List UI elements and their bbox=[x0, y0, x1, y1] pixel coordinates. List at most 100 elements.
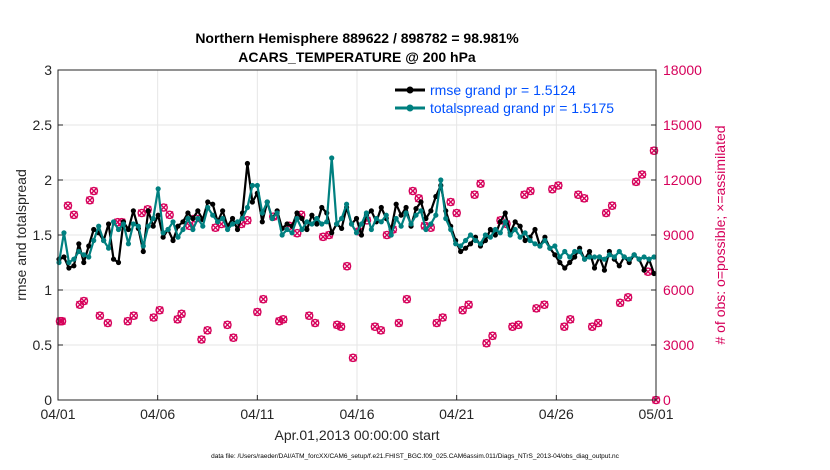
x-axis-label: Apr.01,2013 00:00:00 start bbox=[274, 427, 439, 443]
obs-assimilated-marker bbox=[243, 216, 252, 225]
y-axis-right-label: # of obs: o=possible; ×=assimilated bbox=[712, 125, 728, 344]
x-tick-label: 04/26 bbox=[539, 406, 574, 422]
totalspread-point bbox=[403, 210, 409, 216]
rmse-point bbox=[205, 199, 211, 205]
totalspread-point bbox=[269, 215, 275, 222]
obs-count-point bbox=[197, 335, 206, 344]
totalspread-point bbox=[135, 223, 141, 229]
totalspread-point bbox=[572, 248, 578, 255]
obs-count-point bbox=[253, 307, 262, 317]
obs-assimilated-marker bbox=[408, 187, 417, 195]
obs-possible-marker bbox=[560, 322, 569, 331]
obs-assimilated-marker bbox=[383, 231, 391, 239]
y-right-tick-label: 0 bbox=[663, 392, 671, 408]
obs-possible-marker bbox=[223, 320, 232, 330]
totalspread-point bbox=[334, 221, 340, 227]
obs-count-point bbox=[615, 298, 625, 308]
obs-possible-marker bbox=[149, 313, 158, 322]
rmse-point bbox=[458, 248, 464, 255]
obs-assimilated-marker bbox=[532, 304, 541, 313]
totalspread-point bbox=[651, 254, 657, 260]
rmse-point bbox=[125, 226, 132, 233]
obs-count-point bbox=[229, 333, 238, 342]
totalspread-point bbox=[477, 241, 484, 247]
totalspread-point bbox=[522, 230, 528, 236]
obs-possible-marker bbox=[95, 311, 105, 320]
totalspread-point bbox=[453, 241, 459, 247]
legend-rmse-marker bbox=[406, 86, 414, 94]
legend: rmse grand pr = 1.5124 totalspread grand… bbox=[395, 82, 614, 116]
rmse-point bbox=[502, 210, 508, 216]
obs-assimilated-marker bbox=[229, 333, 238, 342]
obs-count-point bbox=[95, 311, 105, 320]
rmse-point bbox=[339, 225, 345, 231]
totalspread-point bbox=[517, 234, 523, 240]
obs-possible-marker bbox=[573, 190, 583, 199]
obs-count-point bbox=[607, 201, 617, 210]
totalspread-point bbox=[210, 212, 216, 218]
totalspread-point bbox=[110, 219, 117, 225]
legend-spread-marker bbox=[406, 104, 414, 112]
x-tick-label: 04/11 bbox=[240, 406, 274, 422]
obs-count-point bbox=[540, 300, 549, 309]
totalspread-point bbox=[329, 155, 335, 161]
obs-assimilated-marker bbox=[103, 319, 112, 327]
obs-count-point bbox=[470, 190, 479, 199]
obs-count-point bbox=[85, 195, 95, 205]
rmse-point bbox=[368, 208, 374, 214]
totalspread-point bbox=[96, 223, 102, 229]
obs-possible-marker bbox=[446, 197, 455, 207]
totalspread-point bbox=[606, 252, 612, 258]
obs-assimilated-marker bbox=[432, 319, 441, 327]
totalspread-point bbox=[56, 259, 62, 266]
obs-count-point bbox=[155, 305, 164, 315]
obs-assimilated-marker bbox=[624, 293, 632, 302]
obs-count-point bbox=[123, 316, 133, 326]
obs-possible-marker bbox=[649, 146, 659, 155]
rmse-point bbox=[175, 223, 181, 229]
obs-count-point bbox=[637, 170, 647, 179]
obs-possible-marker bbox=[615, 298, 625, 308]
obs-possible-marker bbox=[197, 335, 206, 344]
rmse-point bbox=[591, 265, 598, 271]
obs-count-point bbox=[394, 318, 404, 328]
totalspread-point bbox=[383, 212, 389, 218]
totalspread-point bbox=[552, 243, 558, 249]
obs-assimilated-marker bbox=[560, 322, 569, 331]
obs-possible-marker bbox=[79, 296, 89, 306]
rmse-point bbox=[517, 223, 523, 229]
totalspread-point bbox=[339, 215, 345, 222]
obs-assimilated-marker bbox=[123, 317, 132, 326]
totalspread-point bbox=[155, 186, 161, 192]
rmse-point bbox=[462, 245, 469, 251]
obs-count-point bbox=[452, 208, 461, 218]
y-left-tick-label: 2.5 bbox=[33, 117, 53, 133]
rmse-point bbox=[616, 263, 622, 269]
obs-count-point bbox=[79, 296, 89, 306]
obs-possible-marker bbox=[526, 186, 535, 196]
obs-assimilated-marker bbox=[638, 170, 646, 179]
obs-count-point bbox=[623, 293, 633, 302]
x-tick-label: 04/16 bbox=[339, 406, 374, 422]
obs-possible-marker bbox=[452, 208, 461, 218]
totalspread-point bbox=[601, 256, 608, 262]
totalspread-point bbox=[562, 248, 568, 255]
totalspread-point bbox=[542, 237, 548, 244]
totalspread-point bbox=[443, 215, 449, 222]
obs-assimilated-marker bbox=[402, 295, 411, 304]
obs-assimilated-marker bbox=[476, 179, 485, 188]
totalspread-point bbox=[547, 245, 553, 251]
totalspread-point bbox=[91, 237, 97, 244]
obs-assimilated-marker bbox=[594, 319, 603, 327]
totalspread-point bbox=[61, 230, 67, 236]
totalspread-point bbox=[353, 230, 360, 236]
totalspread-point bbox=[438, 177, 444, 183]
obs-count-point bbox=[223, 320, 232, 330]
rmse-point bbox=[185, 210, 191, 216]
obs-assimilated-marker bbox=[464, 300, 473, 309]
totalspread-point bbox=[86, 254, 92, 260]
rmse-point bbox=[353, 215, 360, 222]
rmse-point bbox=[319, 204, 325, 211]
obs-possible-marker bbox=[376, 326, 386, 335]
rmse-point bbox=[557, 259, 563, 266]
